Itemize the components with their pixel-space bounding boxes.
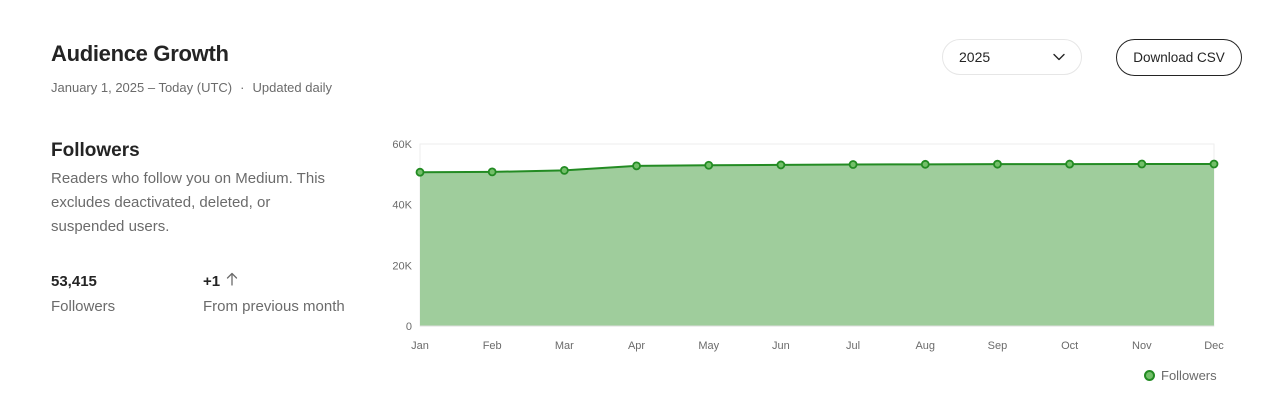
legend-label: Followers <box>1161 368 1217 383</box>
x-tick-label: Mar <box>555 340 574 352</box>
followers-chart: 0 20K 40K 60K Jan Feb Mar Apr May Jun Jul Aug Sep Oct… <box>392 139 1224 352</box>
chevron-down-icon <box>1053 53 1065 61</box>
data-point <box>1137 159 1147 169</box>
section-description: Readers who follow you on Medium. This e… <box>51 170 326 235</box>
page-title: Audience Growth <box>51 41 229 66</box>
y-tick-label: 0 <box>406 321 412 333</box>
separator-dot: · <box>240 80 245 95</box>
followers-change: +1 <box>203 271 345 291</box>
data-point <box>1209 159 1219 169</box>
section-title: Followers <box>51 140 140 161</box>
x-tick-label: Jan <box>411 340 429 352</box>
date-range: January 1, 2025 – Today (UTC) <box>51 80 233 95</box>
year-select-value: 2025 <box>959 49 991 65</box>
followers-stat: 53,415 Followers <box>51 271 116 316</box>
x-tick-label: Nov <box>1132 340 1152 352</box>
page-subtitle: January 1, 2025 – Today (UTC) · Updated da… <box>51 80 332 95</box>
x-tick-label: May <box>698 340 719 352</box>
followers-line <box>419 162 1215 174</box>
x-tick-label: Jul <box>846 340 860 352</box>
chart-legend[interactable]: Followers <box>1144 368 1217 383</box>
legend-swatch <box>1144 370 1155 381</box>
followers-total-label: Followers <box>51 298 116 315</box>
data-point <box>415 167 425 177</box>
y-tick-label: 40K <box>392 200 412 212</box>
followers-area <box>420 163 1214 326</box>
x-tick-label: Sep <box>988 340 1008 352</box>
data-point <box>848 160 858 169</box>
data-point <box>993 159 1002 169</box>
change-stat: +1 From previous month <box>203 271 345 316</box>
data-point <box>1065 159 1075 169</box>
data-point <box>776 160 786 170</box>
download-csv-button[interactable]: Download CSV <box>1116 39 1242 76</box>
data-point <box>704 160 714 170</box>
data-point <box>487 167 497 177</box>
followers-change-label: From previous month <box>203 298 345 315</box>
x-tick-label: Apr <box>628 340 645 352</box>
x-tick-label: Jun <box>772 340 790 352</box>
x-tick-label: Dec <box>1204 340 1224 352</box>
arrow-up-icon <box>226 272 238 290</box>
y-tick-label: 20K <box>392 260 412 272</box>
year-select[interactable]: 2025 <box>942 39 1082 75</box>
x-tick-label: Feb <box>483 340 502 352</box>
download-csv-label: Download CSV <box>1133 50 1225 65</box>
data-point <box>632 161 641 171</box>
x-tick-label: Aug <box>915 340 935 352</box>
x-tick-label: Oct <box>1061 340 1078 352</box>
data-point <box>559 165 569 175</box>
y-tick-label: 60K <box>392 139 412 151</box>
update-note: Updated daily <box>252 80 332 95</box>
data-point <box>920 159 930 169</box>
followers-total: 53,415 <box>51 272 97 290</box>
